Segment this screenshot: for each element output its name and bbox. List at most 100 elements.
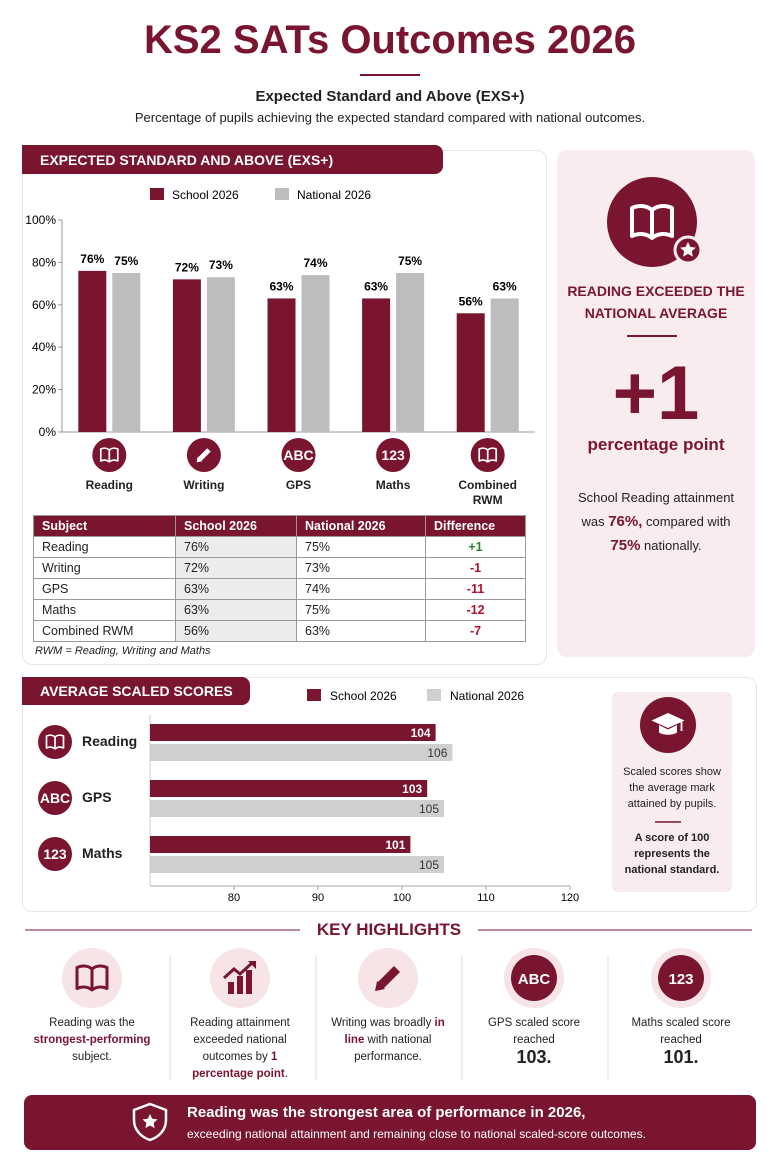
highlight: Writing was broadly in line with nationa… bbox=[320, 1015, 456, 1066]
text: GPS scaled score reached bbox=[487, 1017, 581, 1046]
table-cell: 76% bbox=[175, 536, 297, 558]
description: Percentage of pupils achieving the expec… bbox=[134, 110, 646, 125]
bar bbox=[267, 298, 296, 432]
table-header: Subject School 2026 National 2026 Differenc… bbox=[33, 515, 526, 537]
title: KS2 SATs Outcomes 2026 bbox=[143, 18, 637, 62]
bar bbox=[150, 744, 453, 761]
callout-text: School Reading attainment was 76%, compa… bbox=[572, 486, 740, 558]
value-label: 73% bbox=[209, 258, 233, 272]
value-label: 103 bbox=[402, 782, 422, 796]
text: subject. bbox=[72, 1051, 112, 1063]
table-cell: 72% bbox=[175, 557, 297, 579]
category-icon bbox=[38, 781, 72, 815]
text: compared with bbox=[642, 514, 731, 529]
text: Reading was the bbox=[49, 1017, 135, 1029]
emphasis: 76%, bbox=[608, 513, 643, 530]
table-cell: -7 bbox=[425, 620, 526, 642]
callout-heading: READING EXCEEDED THE NATIONAL AVERAGE bbox=[567, 283, 745, 321]
table-cell: +1 bbox=[425, 536, 526, 558]
value-label: 75% bbox=[398, 254, 422, 268]
legend-swatch bbox=[275, 188, 289, 200]
header-cell: Subject bbox=[33, 515, 176, 537]
icon-text: ABC bbox=[40, 790, 70, 806]
table-row: Reading 76% 75% +1 bbox=[33, 536, 526, 558]
table-cell: 75% bbox=[296, 536, 426, 558]
star bbox=[142, 1114, 158, 1129]
icon-text: 123 bbox=[43, 846, 67, 862]
table-cell: 56% bbox=[175, 620, 297, 642]
x-tick-label: 120 bbox=[561, 892, 579, 904]
legend-label: National 2026 bbox=[297, 188, 371, 202]
category-label: Maths bbox=[82, 845, 123, 861]
emphasis: 101. bbox=[663, 1047, 699, 1067]
table-cell: 63% bbox=[175, 599, 297, 621]
value-label: 106 bbox=[427, 746, 447, 760]
x-tick-label: GPS bbox=[285, 478, 312, 492]
y-tick-label: 80% bbox=[32, 255, 56, 269]
category-icon bbox=[281, 438, 316, 472]
y-tick-label: 40% bbox=[32, 340, 56, 354]
value-label: 72% bbox=[175, 260, 199, 274]
emphasis: strongest-performing bbox=[33, 1034, 151, 1046]
footer-headline: Reading was the strongest area of perfor… bbox=[187, 1104, 586, 1121]
note-emphasis: A score of 100 represents the national s… bbox=[624, 832, 720, 876]
shield-icon bbox=[132, 1102, 168, 1142]
emphasis: 1 percentage point bbox=[192, 1051, 285, 1080]
table: Subject School 2026 National 2026 Differenc… bbox=[33, 515, 526, 642]
star bbox=[680, 242, 696, 257]
table-note: RWM = Reading, Writing and Maths bbox=[35, 645, 211, 657]
subtitle: Expected Standard and Above (EXS+) bbox=[255, 88, 525, 105]
emphasis: 75% bbox=[610, 537, 641, 554]
bar bbox=[362, 298, 391, 432]
icon-text: ABC bbox=[518, 971, 551, 988]
value-label: 105 bbox=[419, 858, 439, 872]
value-label: 74% bbox=[303, 256, 327, 270]
panel-title: EXPECTED STANDARD AND ABOVE (EXS+) bbox=[22, 145, 443, 174]
category-icon bbox=[376, 438, 411, 472]
bar bbox=[150, 780, 428, 797]
x-tick-label: 110 bbox=[477, 892, 495, 904]
text: nationally. bbox=[640, 538, 702, 553]
highlight: GPS scaled score reached 103. bbox=[466, 1015, 602, 1066]
table-cell: -11 bbox=[425, 578, 526, 600]
abc-icon bbox=[511, 955, 557, 1001]
x-tick-label: Combined RWM bbox=[458, 478, 518, 507]
legend-label: School 2026 bbox=[330, 689, 397, 703]
table-row: Maths 63% 75% -12 bbox=[33, 599, 526, 621]
bar bbox=[150, 800, 444, 817]
table-cell: Reading bbox=[33, 536, 176, 558]
table-wrap: Subject School 2026 National 2026 Differenc… bbox=[33, 515, 526, 642]
value-label: 101 bbox=[385, 838, 405, 852]
category-icon bbox=[38, 837, 72, 871]
table-cell: Maths bbox=[33, 599, 176, 621]
chart-icon bbox=[222, 961, 256, 994]
text: Reading attainment exceeded national out… bbox=[190, 1017, 290, 1063]
callout-unit: percentage point bbox=[587, 435, 725, 454]
value-label: 56% bbox=[459, 294, 483, 308]
bar bbox=[301, 275, 330, 432]
separators bbox=[169, 955, 609, 1080]
highlight: Reading attainment exceeded national out… bbox=[172, 1015, 308, 1083]
bar bbox=[456, 313, 485, 432]
value-label: 75% bbox=[114, 254, 138, 268]
bar bbox=[112, 273, 141, 432]
header-cell: National 2026 bbox=[296, 515, 426, 537]
x-tick-label: 100 bbox=[393, 892, 411, 904]
table-cell: -12 bbox=[425, 599, 526, 621]
note-text: Scaled scores show the average mark atta… bbox=[623, 766, 721, 810]
table-cell: 75% bbox=[296, 599, 426, 621]
text: Maths scaled score reached bbox=[631, 1017, 731, 1046]
bar bbox=[206, 277, 235, 432]
y-tick-label: 100% bbox=[25, 213, 56, 227]
y-tick-label: 0% bbox=[39, 425, 57, 439]
icon-text: 123 bbox=[381, 447, 405, 463]
x-tick-label: 90 bbox=[312, 892, 324, 904]
bar bbox=[150, 836, 411, 853]
table-cell: 74% bbox=[296, 578, 426, 600]
value-label: 104 bbox=[411, 726, 431, 740]
table-cell: 63% bbox=[296, 620, 426, 642]
legend-swatch bbox=[150, 188, 164, 200]
x-tick-label: Maths bbox=[375, 478, 411, 492]
